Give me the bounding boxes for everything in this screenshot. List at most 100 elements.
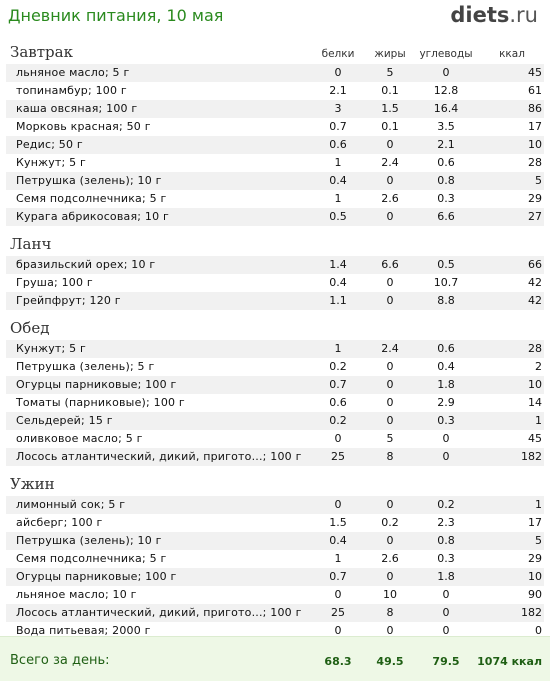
fat-value: 0 (386, 624, 394, 637)
total-fat: 49.5 (376, 655, 404, 668)
page-header: Дневник питания, 10 мая diets.ru (0, 0, 550, 34)
section-header: Ужин (6, 472, 544, 496)
food-row: Семя подсолнечника; 5 г 1 2.6 0.3 29 (6, 190, 544, 208)
carbs-value: 0 (442, 606, 450, 619)
food-row: Петрушка (зелень); 5 г 0.2 0 0.4 2 (6, 358, 544, 376)
food-name: Груша; 100 г (16, 276, 93, 289)
food-name: Петрушка (зелень); 10 г (16, 174, 162, 187)
food-row: Огурцы парниковые; 100 г 0.7 0 1.8 10 (6, 568, 544, 586)
protein-value: 1 (334, 156, 342, 169)
food-row: топинамбур; 100 г 2.1 0.1 12.8 61 (6, 82, 544, 100)
protein-value: 0 (334, 66, 342, 79)
carbs-value: 8.8 (437, 294, 455, 307)
kcal-value: 28 (528, 156, 542, 169)
food-row: лимонный сок; 5 г 0 0 0.2 1 (6, 496, 544, 514)
kcal-value: 45 (528, 432, 542, 445)
protein-value: 1.1 (329, 294, 347, 307)
carbs-value: 2.3 (437, 516, 455, 529)
food-name: айсберг; 100 г (16, 516, 103, 529)
protein-value: 1 (334, 552, 342, 565)
protein-value: 0.6 (329, 396, 347, 409)
protein-value: 1.5 (329, 516, 347, 529)
protein-value: 1 (334, 342, 342, 355)
food-row: Лосось атлантический, дикий, пригото...;… (6, 604, 544, 622)
fat-value: 0.1 (381, 120, 399, 133)
carbs-value: 0.6 (437, 342, 455, 355)
kcal-value: 17 (528, 516, 542, 529)
food-row: Кунжут; 5 г 1 2.4 0.6 28 (6, 154, 544, 172)
protein-value: 0.7 (329, 378, 347, 391)
carbs-value: 0.8 (437, 534, 455, 547)
page-title: Дневник питания, 10 мая (8, 6, 224, 25)
food-name: Грейпфрут; 120 г (16, 294, 121, 307)
meal-title: Завтрак (10, 43, 73, 61)
total-kcal: 1074 ккал (477, 655, 542, 668)
food-row: Лосось атлантический, дикий, пригото...;… (6, 448, 544, 466)
fat-value: 0 (386, 396, 394, 409)
food-row: Семя подсолнечника; 5 г 1 2.6 0.3 29 (6, 550, 544, 568)
food-name: Семя подсолнечника; 5 г (16, 552, 167, 565)
section-header: Завтрак белки жиры углеводы ккал (6, 40, 544, 64)
food-name: Кунжут; 5 г (16, 156, 87, 169)
food-row: Курага абрикосовая; 10 г 0.5 0 6.6 27 (6, 208, 544, 226)
fat-value: 0 (386, 570, 394, 583)
carbs-value: 2.1 (437, 138, 455, 151)
food-name: Семя подсолнечника; 5 г (16, 192, 167, 205)
carbs-value: 0.5 (437, 258, 455, 271)
column-headers: белки жиры углеводы ккал (6, 48, 544, 62)
protein-value: 0.4 (329, 174, 347, 187)
carbs-value: 2.9 (437, 396, 455, 409)
fat-value: 2.6 (381, 552, 399, 565)
food-name: Редис; 50 г (16, 138, 83, 151)
kcal-value: 10 (528, 138, 542, 151)
carbs-value: 0 (442, 66, 450, 79)
fat-value: 0.2 (381, 516, 399, 529)
kcal-value: 0 (535, 624, 542, 637)
fat-value: 2.4 (381, 342, 399, 355)
food-name: Вода питьевая; 2000 г (16, 624, 151, 637)
food-name: Петрушка (зелень); 5 г (16, 360, 155, 373)
kcal-value: 5 (535, 534, 542, 547)
fat-value: 1.5 (381, 102, 399, 115)
food-name: Огурцы парниковые; 100 г (16, 570, 177, 583)
food-row: Огурцы парниковые; 100 г 0.7 0 1.8 10 (6, 376, 544, 394)
kcal-value: 17 (528, 120, 542, 133)
fat-value: 0 (386, 174, 394, 187)
carbs-value: 12.8 (433, 84, 459, 97)
fat-value: 10 (383, 588, 397, 601)
kcal-value: 10 (528, 570, 542, 583)
carbs-value: 1.8 (437, 570, 455, 583)
fat-value: 6.6 (381, 258, 399, 271)
protein-value: 0.6 (329, 138, 347, 151)
section-header: Обед (6, 316, 544, 340)
food-name: Морковь красная; 50 г (16, 120, 151, 133)
food-row: Сельдерей; 15 г 0.2 0 0.3 1 (6, 412, 544, 430)
carbs-value: 16.4 (433, 102, 459, 115)
kcal-value: 5 (535, 174, 542, 187)
fat-value: 2.4 (381, 156, 399, 169)
kcal-value: 66 (528, 258, 542, 271)
total-protein: 68.3 (324, 655, 352, 668)
logo-main: diets (450, 3, 510, 27)
protein-value: 0.4 (329, 276, 347, 289)
food-row: льняное масло; 10 г 0 10 0 90 (6, 586, 544, 604)
food-name: оливковое масло; 5 г (16, 432, 143, 445)
protein-value: 0 (334, 432, 342, 445)
protein-value: 25 (331, 606, 345, 619)
total-carbs: 79.5 (432, 655, 460, 668)
daily-total-bar: Всего за день: 68.3 49.5 79.5 1074 ккал (0, 636, 550, 681)
fat-value: 0 (386, 294, 394, 307)
fat-value: 2.6 (381, 192, 399, 205)
kcal-value: 1 (535, 498, 542, 511)
carbs-value: 10.7 (433, 276, 459, 289)
fat-value: 0 (386, 276, 394, 289)
protein-value: 0.5 (329, 210, 347, 223)
column-header-kcal: ккал (499, 48, 525, 60)
carbs-value: 0.2 (437, 498, 455, 511)
fat-value: 8 (386, 606, 394, 619)
carbs-value: 1.8 (437, 378, 455, 391)
site-logo[interactable]: diets.ru (450, 3, 538, 27)
food-name: льняное масло; 5 г (16, 66, 130, 79)
protein-value: 1 (334, 192, 342, 205)
fat-value: 5 (386, 432, 394, 445)
